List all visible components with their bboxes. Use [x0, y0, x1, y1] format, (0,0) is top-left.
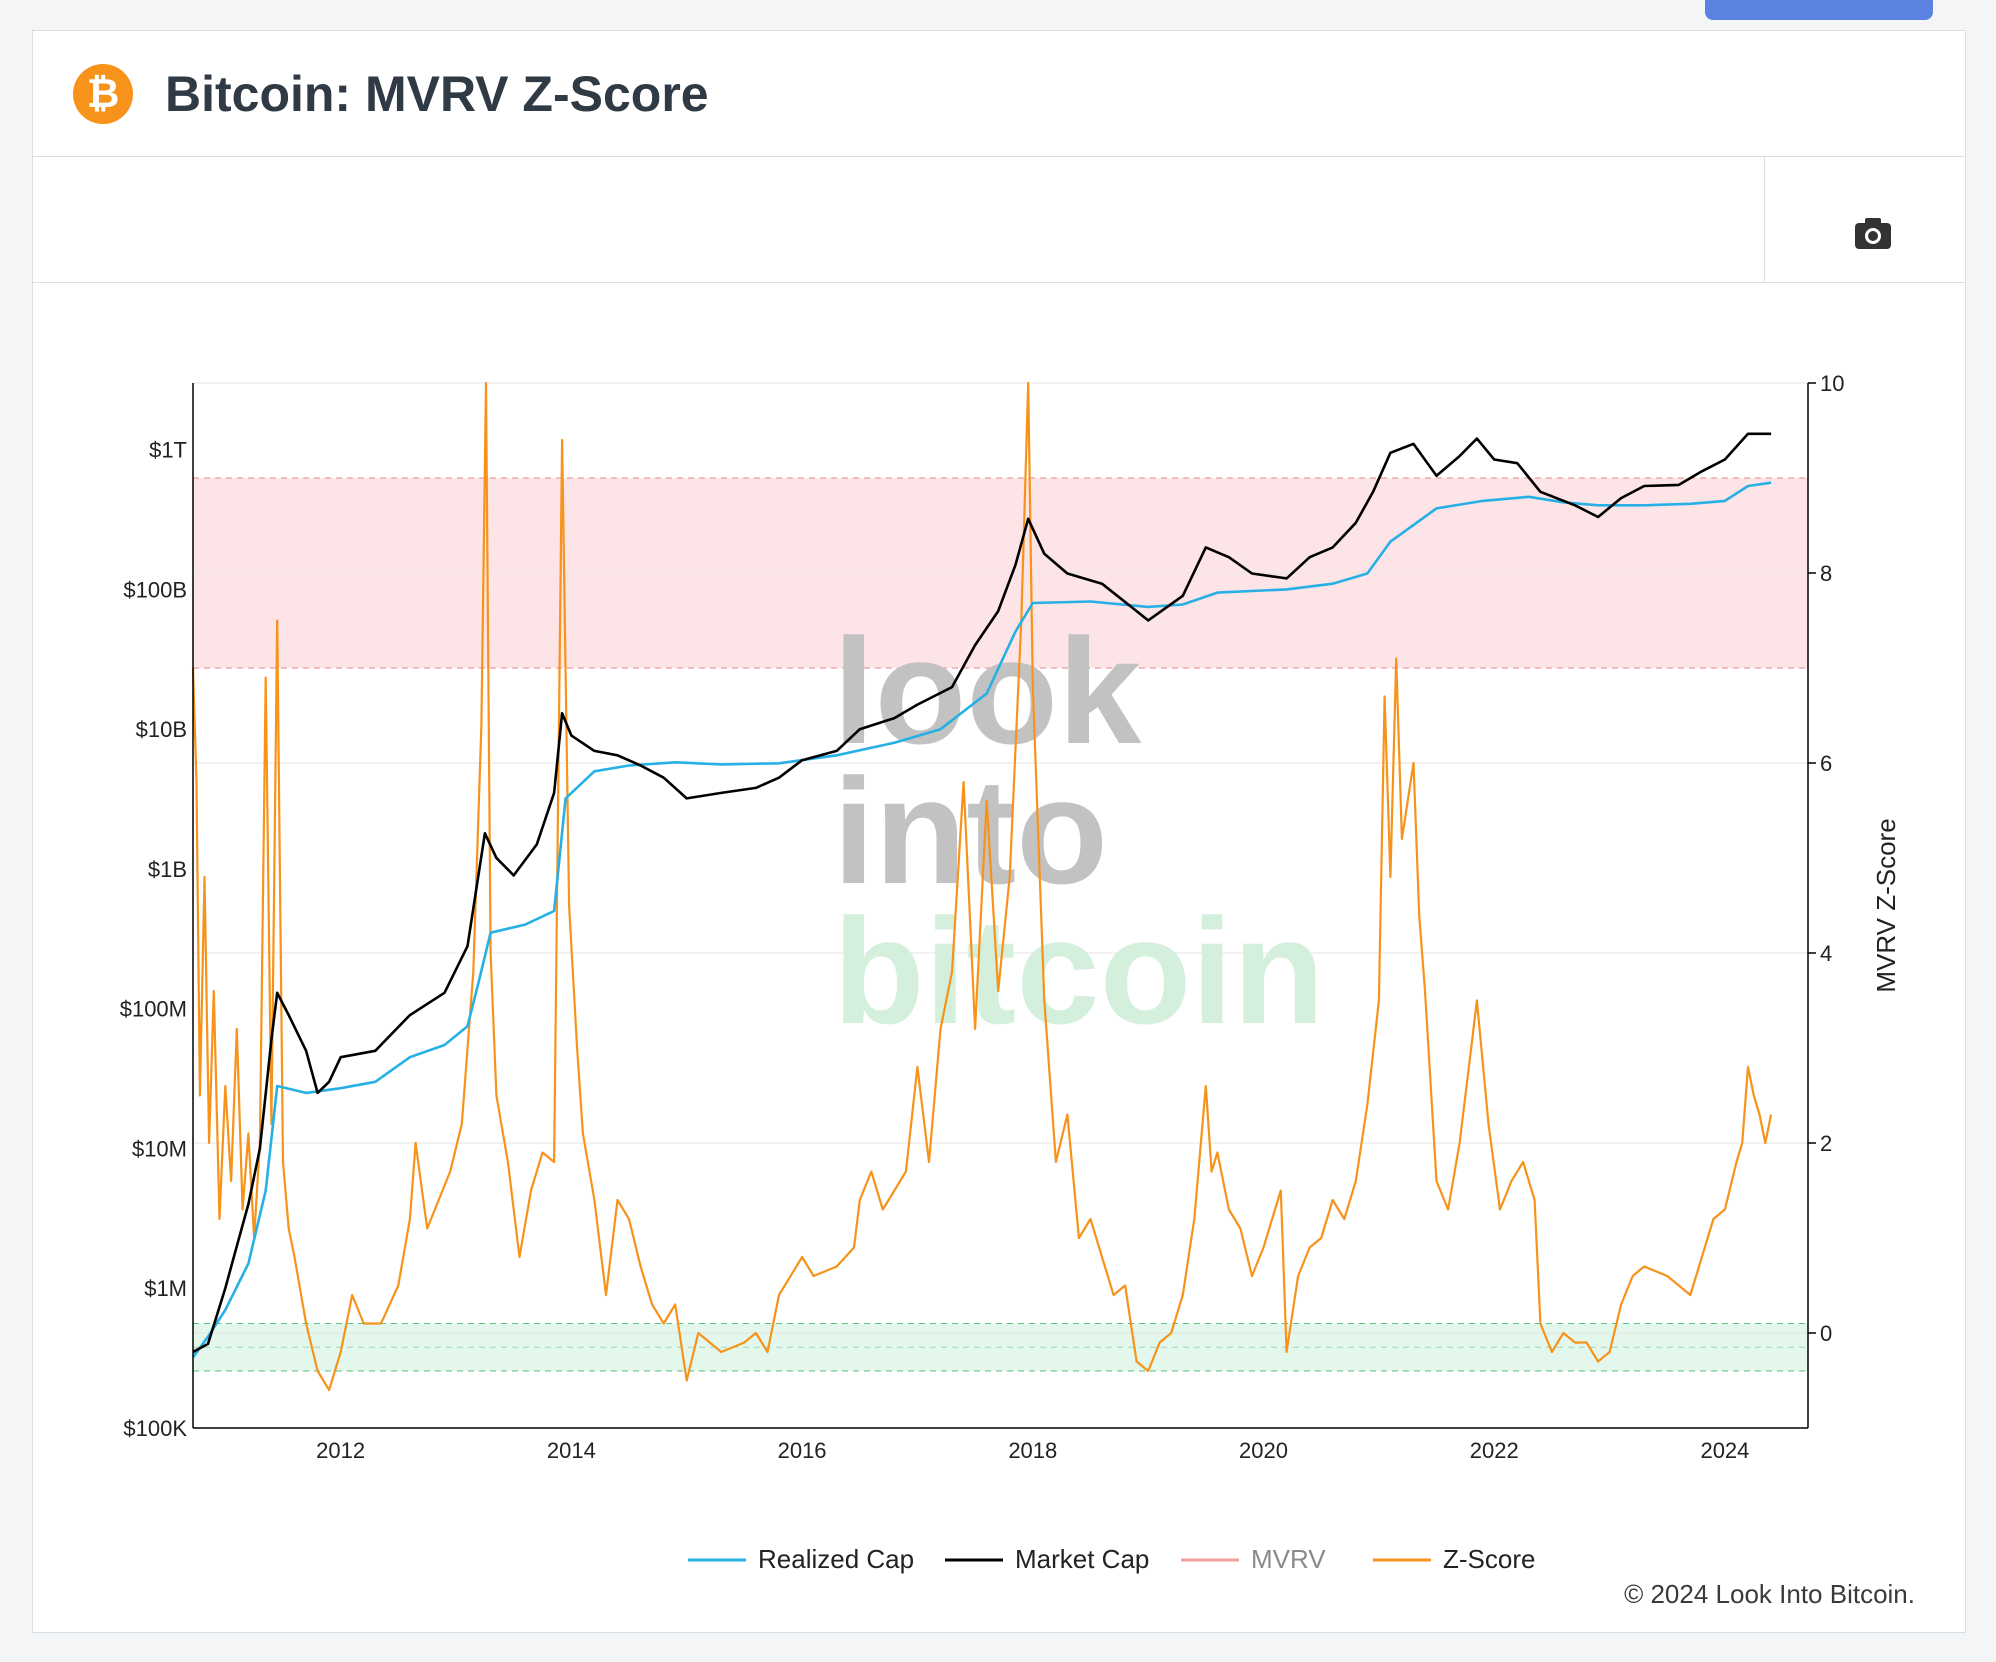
watermark-line2: into: [833, 747, 1108, 915]
camera-icon[interactable]: [1853, 215, 1893, 251]
x-tick-label: 2024: [1700, 1438, 1749, 1463]
right-tick-label: 4: [1820, 941, 1832, 966]
watermark-line3: bitcoin: [833, 887, 1325, 1055]
x-tick-label: 2022: [1470, 1438, 1519, 1463]
chart-area: look into bitcoin $100K $1M $10M $100M $1B $1…: [33, 283, 1967, 1583]
left-tick-label: $100K: [123, 1416, 187, 1441]
right-tick-label: 0: [1820, 1321, 1832, 1346]
left-tick-label: $10B: [136, 717, 187, 742]
right-axis-title: MVRV Z-Score: [1871, 818, 1901, 992]
x-tick-label: 2020: [1239, 1438, 1288, 1463]
card-header: ₿ Bitcoin: MVRV Z-Score: [33, 31, 1965, 157]
legend-item-mvrv[interactable]: MVRV: [1181, 1544, 1326, 1574]
x-tick-label: 2012: [316, 1438, 365, 1463]
chart-card: ₿ Bitcoin: MVRV Z-Score look into bitcoi…: [32, 30, 1966, 1633]
series-market-cap: [192, 432, 1772, 1354]
copyright-text: © 2024 Look Into Bitcoin.: [1624, 1579, 1915, 1609]
x-tick-label: 2018: [1008, 1438, 1057, 1463]
legend-label: Market Cap: [1015, 1544, 1149, 1574]
legend-label: Z-Score: [1443, 1544, 1535, 1574]
series-z-score: [191, 381, 1773, 1392]
series-realized-cap: [191, 481, 1772, 1359]
left-tick-label: $1M: [144, 1276, 187, 1301]
right-tick-label: 10: [1820, 371, 1844, 396]
legend-item-market-cap[interactable]: Market Cap: [945, 1544, 1149, 1574]
right-tick-label: 6: [1820, 751, 1832, 776]
legend-item-realized-cap[interactable]: Realized Cap: [688, 1544, 914, 1574]
left-tick-label: $100B: [123, 577, 187, 602]
right-tick-label: 8: [1820, 561, 1832, 586]
mvrv-zscore-chart: look into bitcoin $100K$1M$10M$100M$1B$1…: [120, 371, 1901, 1574]
x-tick-label: 2014: [547, 1438, 596, 1463]
legend-item-z-score[interactable]: Z-Score: [1373, 1544, 1535, 1574]
left-tick-label: $100M: [120, 997, 187, 1022]
bitcoin-icon: ₿: [73, 63, 133, 124]
chart-toolbar: [33, 157, 1965, 283]
x-tick-label: 2016: [778, 1438, 827, 1463]
legend-label: MVRV: [1251, 1544, 1326, 1574]
left-tick-label: $1T: [149, 438, 187, 463]
page-title: Bitcoin: MVRV Z-Score: [165, 65, 709, 122]
right-tick-label: 2: [1820, 1131, 1832, 1156]
top-nav-button[interactable]: [1705, 0, 1933, 20]
toolbar-divider: [1764, 157, 1765, 282]
legend-label: Realized Cap: [758, 1544, 914, 1574]
left-tick-label: $10M: [132, 1136, 187, 1161]
left-tick-label: $1B: [148, 857, 187, 882]
bitcoin-icon-glyph: ₿: [86, 70, 120, 117]
